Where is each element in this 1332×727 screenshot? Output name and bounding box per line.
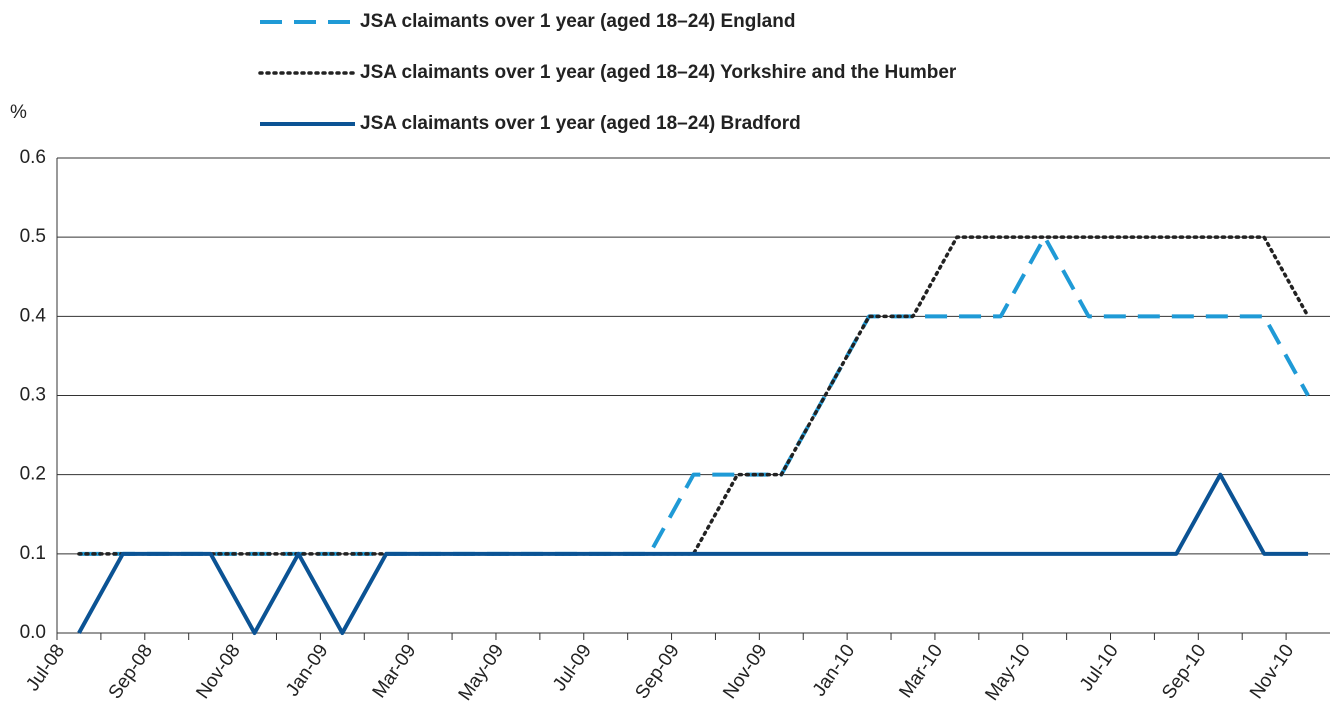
- x-tick-label: May-09: [455, 641, 509, 705]
- y-tick-label: 0.6: [20, 147, 46, 168]
- legend-label: JSA claimants over 1 year (aged 18–24) B…: [360, 113, 801, 134]
- y-tick-label: 0.1: [20, 543, 46, 564]
- x-tick-label: May-10: [981, 641, 1035, 705]
- x-tick-label: Jul-09: [549, 641, 596, 695]
- x-tick-label: Sep-08: [105, 641, 157, 703]
- x-tick-label: Jul-08: [22, 641, 69, 695]
- y-tick-label: 0.4: [20, 305, 47, 326]
- x-tick-label: Nov-10: [1246, 641, 1298, 703]
- y-tick-label: 0.0: [20, 622, 46, 643]
- x-tick-label: Mar-09: [369, 641, 421, 702]
- y-tick-label: 0.3: [20, 385, 46, 406]
- x-tick-label: Jul-10: [1076, 641, 1123, 695]
- x-tick-label: Sep-10: [1158, 641, 1210, 703]
- series-line: [77, 472, 1309, 635]
- x-tick-label: Nov-09: [719, 641, 771, 703]
- legend-label: JSA claimants over 1 year (aged 18–24) Y…: [360, 62, 957, 83]
- x-tick-label: Mar-10: [895, 641, 947, 702]
- x-tick-label: Nov-08: [192, 641, 244, 703]
- x-tick-label: Jan-10: [809, 641, 860, 701]
- y-axis-label: %: [10, 102, 27, 123]
- legend-label: JSA claimants over 1 year (aged 18–24) E…: [360, 11, 795, 32]
- x-tick-label: Jan-09: [282, 641, 333, 701]
- x-tick-label: Sep-09: [631, 641, 683, 703]
- y-tick-label: 0.2: [20, 464, 46, 485]
- y-tick-label: 0.5: [20, 226, 46, 247]
